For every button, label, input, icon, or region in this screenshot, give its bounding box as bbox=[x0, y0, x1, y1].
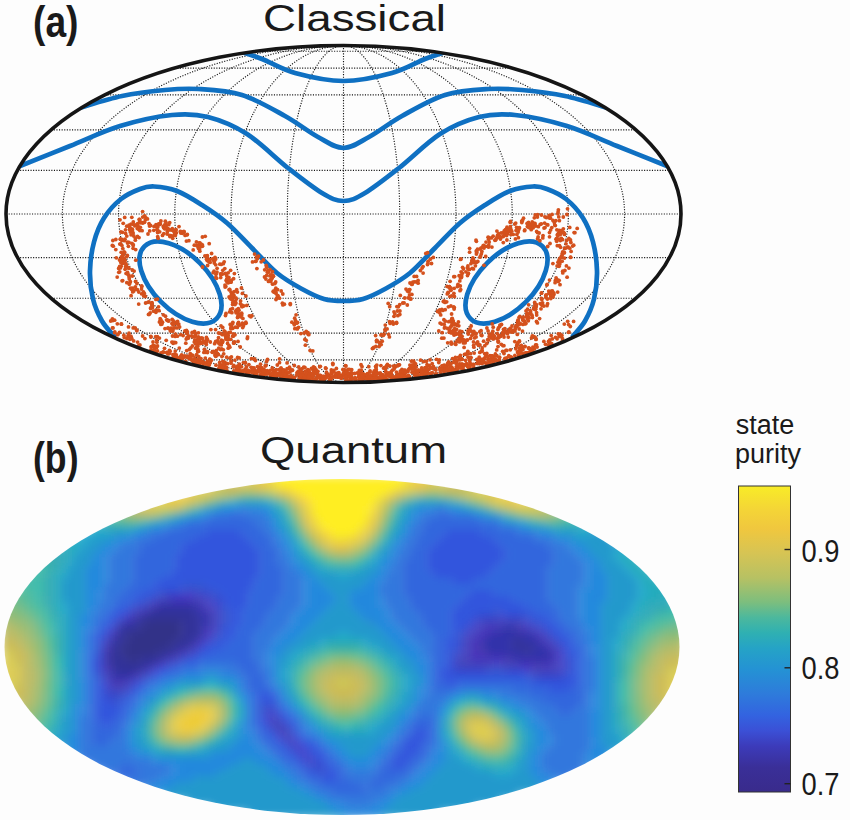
svg-text:(a): (a) bbox=[33, 0, 79, 46]
svg-text:0.8: 0.8 bbox=[802, 650, 840, 686]
svg-text:Classical: Classical bbox=[263, 0, 446, 39]
svg-text:0.9: 0.9 bbox=[802, 533, 840, 569]
svg-text:state: state bbox=[736, 410, 795, 440]
svg-text:0.7: 0.7 bbox=[802, 766, 840, 802]
svg-text:purity: purity bbox=[735, 439, 802, 469]
svg-text:(b): (b) bbox=[33, 433, 79, 482]
svg-text:Quantum: Quantum bbox=[260, 430, 447, 471]
